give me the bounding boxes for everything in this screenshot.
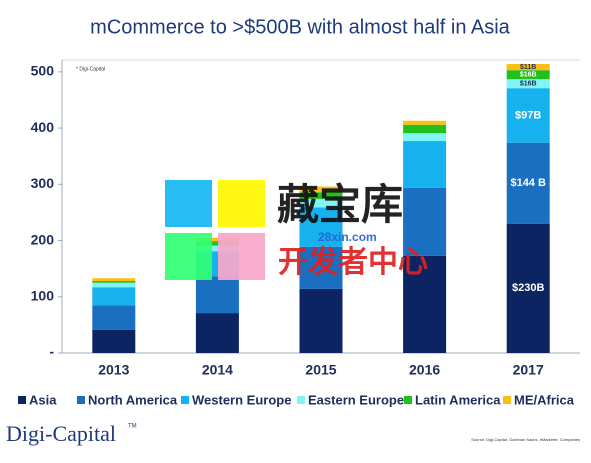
source: Source: Digi-Capital, Goldman Sachs, eMa…	[471, 437, 580, 442]
bar-segment	[299, 246, 343, 289]
watermark: 藏宝库 28xin.com 开发者中心	[165, 180, 428, 280]
legend-label: Eastern Europe	[308, 392, 404, 407]
x-tick-label: 2017	[513, 362, 544, 378]
legend-swatch	[503, 396, 511, 404]
bar-segment	[403, 255, 447, 353]
bar-segment	[506, 70, 550, 80]
wm-square	[218, 233, 265, 280]
x-tick-label: 2015	[305, 362, 336, 378]
wm-square	[165, 233, 212, 280]
bar-segment	[299, 198, 343, 208]
trademark: TM	[128, 424, 137, 430]
wm-title: 藏宝库	[277, 181, 403, 228]
bar-segment	[506, 88, 550, 143]
bar-segment	[92, 278, 136, 282]
bar-segment	[299, 207, 343, 247]
wm-square	[165, 180, 212, 227]
bar-segment	[403, 120, 447, 125]
bar-segment	[195, 245, 239, 252]
bar-segment	[506, 223, 550, 353]
legend-swatch	[297, 396, 305, 404]
legend-swatch	[18, 396, 26, 404]
bar-segment	[403, 187, 447, 256]
bar-segment	[195, 313, 239, 353]
legend-swatch	[404, 396, 412, 404]
bar-segment	[92, 282, 136, 288]
note: * Digi-Capital	[76, 66, 105, 72]
data-label: $144 B	[510, 177, 546, 189]
wm-url: 28xin.com	[318, 230, 377, 244]
x-tick-label: 2016	[409, 362, 440, 378]
x-tick-label: 2014	[202, 362, 233, 378]
legend-label: ME/Africa	[514, 392, 575, 407]
bar-segment	[92, 329, 136, 353]
legend-swatch	[181, 396, 189, 404]
bar-segment	[299, 192, 343, 199]
data-label: $16B	[520, 81, 537, 88]
bar-segment	[299, 186, 343, 193]
bar-segment	[403, 124, 447, 134]
bar-segment	[506, 142, 550, 224]
bar-segment	[506, 79, 550, 89]
bar-segment	[92, 287, 136, 306]
y-tick-label: 100	[31, 287, 55, 303]
y-tick-label: 400	[31, 119, 55, 135]
x-tick-label: 2013	[98, 362, 129, 378]
data-label: $97B	[515, 109, 541, 121]
wm-square	[218, 180, 265, 227]
bar-segment	[195, 241, 239, 246]
bar-segment	[403, 141, 447, 188]
legend-label: Asia	[29, 392, 57, 407]
bar-segment	[92, 305, 136, 330]
data-label: $16B	[520, 72, 537, 79]
bar-segment	[195, 276, 239, 314]
bar-segment	[195, 237, 239, 242]
data-label: $230B	[512, 282, 544, 294]
bar-segment	[92, 281, 136, 283]
wm-subtitle: 开发者中心	[278, 246, 428, 279]
y-tick-label: 300	[31, 175, 55, 191]
bar-segment	[506, 63, 550, 71]
bar-segment	[299, 288, 343, 353]
legend-swatch	[77, 396, 85, 404]
y-tick-label: -	[49, 344, 54, 360]
y-tick-label: 500	[31, 63, 55, 79]
legend-label: Western Europe	[192, 392, 291, 407]
bar-segment	[403, 133, 447, 142]
bars: $230B$144 B$97B$16B$16B$11B	[92, 63, 550, 353]
legend-label: Latin America	[415, 392, 501, 407]
data-label: $11B	[520, 64, 536, 71]
chart-title: mCommerce to >$500B with almost half in …	[90, 16, 511, 38]
logo: Digi-Capital	[6, 421, 116, 446]
y-tick-label: 200	[31, 231, 55, 247]
legend-label: North America	[88, 392, 178, 407]
